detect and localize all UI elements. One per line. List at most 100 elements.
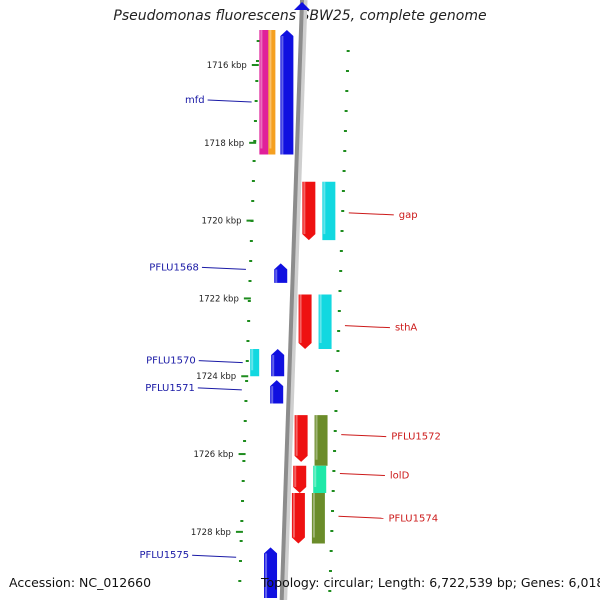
gene-block bbox=[280, 30, 294, 155]
tick-mark bbox=[245, 380, 249, 382]
tick-mark bbox=[242, 460, 246, 462]
tick-mark bbox=[247, 320, 251, 322]
tick-mark bbox=[240, 520, 244, 522]
gene-highlight bbox=[312, 492, 315, 538]
gene-highlight bbox=[275, 269, 278, 283]
gene-label: PFLU1571 bbox=[145, 383, 195, 394]
gene-label-leader bbox=[207, 99, 252, 103]
tick-mark bbox=[344, 110, 348, 112]
gene-block bbox=[259, 30, 269, 155]
position-tick bbox=[251, 64, 259, 67]
gene-block bbox=[298, 294, 312, 350]
tick-mark bbox=[338, 290, 342, 292]
tick-mark bbox=[251, 200, 255, 202]
tick-mark bbox=[330, 530, 334, 532]
gene-highlight bbox=[251, 349, 254, 371]
tick-mark bbox=[345, 90, 349, 92]
tick-mark bbox=[247, 300, 251, 302]
topology-summary-text: Topology: circular; Length: 6,722,539 bp… bbox=[261, 575, 600, 590]
position-label: 1716 kbp bbox=[207, 61, 247, 71]
gene-highlight bbox=[272, 355, 275, 377]
gene-label-leader bbox=[338, 515, 384, 519]
gene-highlight bbox=[299, 294, 302, 344]
tick-mark bbox=[245, 360, 249, 362]
tick-mark bbox=[256, 40, 260, 42]
gene-label: PFLU1574 bbox=[388, 513, 438, 524]
tick-mark bbox=[239, 540, 243, 542]
tick-mark bbox=[251, 180, 255, 182]
gene-label: gap bbox=[399, 210, 418, 221]
gene-block bbox=[314, 415, 328, 466]
gene-block bbox=[264, 547, 278, 598]
tick-mark bbox=[337, 310, 341, 312]
tick-mark bbox=[339, 250, 343, 252]
gene-highlight bbox=[314, 465, 317, 487]
position-tick bbox=[241, 375, 249, 378]
tick-mark bbox=[334, 410, 338, 412]
gene-block bbox=[250, 349, 260, 377]
tick-mark bbox=[343, 150, 347, 152]
tick-mark bbox=[331, 510, 335, 512]
position-label: 1720 kbp bbox=[201, 217, 241, 227]
gene-block bbox=[293, 465, 307, 493]
position-label: 1728 kbp bbox=[191, 528, 231, 538]
tick-mark bbox=[335, 390, 339, 392]
gene-label-leader bbox=[201, 266, 246, 270]
gene-label-leader bbox=[197, 387, 242, 391]
tick-mark bbox=[335, 370, 339, 372]
tick-mark bbox=[343, 130, 347, 132]
gene-block bbox=[302, 181, 316, 241]
tick-mark bbox=[346, 50, 350, 52]
gene-highlight bbox=[292, 492, 295, 538]
tick-mark bbox=[238, 560, 242, 562]
tick-mark bbox=[255, 60, 259, 62]
gene-highlight bbox=[271, 386, 274, 404]
position-label: 1722 kbp bbox=[199, 294, 239, 304]
tick-mark bbox=[253, 140, 257, 142]
gene-label-leader bbox=[341, 434, 387, 438]
gene-label: lolD bbox=[390, 471, 410, 482]
tick-mark bbox=[249, 240, 253, 242]
gene-highlight bbox=[315, 415, 318, 460]
gene-label: PFLU1572 bbox=[391, 432, 441, 443]
position-tick bbox=[238, 453, 246, 456]
tick-mark bbox=[249, 260, 253, 262]
tick-mark bbox=[333, 450, 337, 452]
tick-mark bbox=[252, 160, 256, 162]
tick-mark bbox=[243, 440, 247, 442]
tick-mark bbox=[255, 80, 259, 82]
gene-block bbox=[294, 415, 308, 462]
gene-label-leader bbox=[339, 473, 385, 477]
position-tick bbox=[249, 141, 257, 144]
tick-mark bbox=[253, 120, 257, 122]
tick-mark bbox=[328, 570, 332, 572]
tick-mark bbox=[333, 430, 337, 432]
gene-label: PFLU1570 bbox=[146, 356, 196, 367]
gene-label-leader bbox=[192, 554, 237, 558]
tick-mark bbox=[336, 350, 340, 352]
gene-block bbox=[313, 465, 327, 493]
tick-mark bbox=[241, 500, 245, 502]
gene-highlight bbox=[260, 30, 263, 149]
gene-label: PFLU1568 bbox=[149, 262, 199, 273]
position-tick bbox=[235, 530, 243, 533]
gene-highlight bbox=[303, 181, 306, 235]
accession-text: Accession: NC_012660 bbox=[9, 575, 152, 590]
tick-mark bbox=[345, 70, 349, 72]
tick-mark bbox=[254, 100, 258, 102]
tick-mark bbox=[248, 280, 252, 282]
gene-block bbox=[274, 263, 288, 283]
tick-mark bbox=[241, 480, 245, 482]
gene-highlight bbox=[269, 30, 272, 149]
tick-mark bbox=[246, 340, 250, 342]
gene-block bbox=[271, 349, 285, 377]
gene-label-leader bbox=[344, 325, 390, 329]
gene-label-leader bbox=[348, 212, 394, 216]
tick-mark bbox=[244, 400, 248, 402]
gene-highlight bbox=[265, 553, 268, 598]
tick-mark bbox=[342, 170, 346, 172]
gene-block bbox=[270, 380, 284, 404]
tick-mark bbox=[331, 490, 335, 492]
gene-block bbox=[291, 492, 305, 544]
